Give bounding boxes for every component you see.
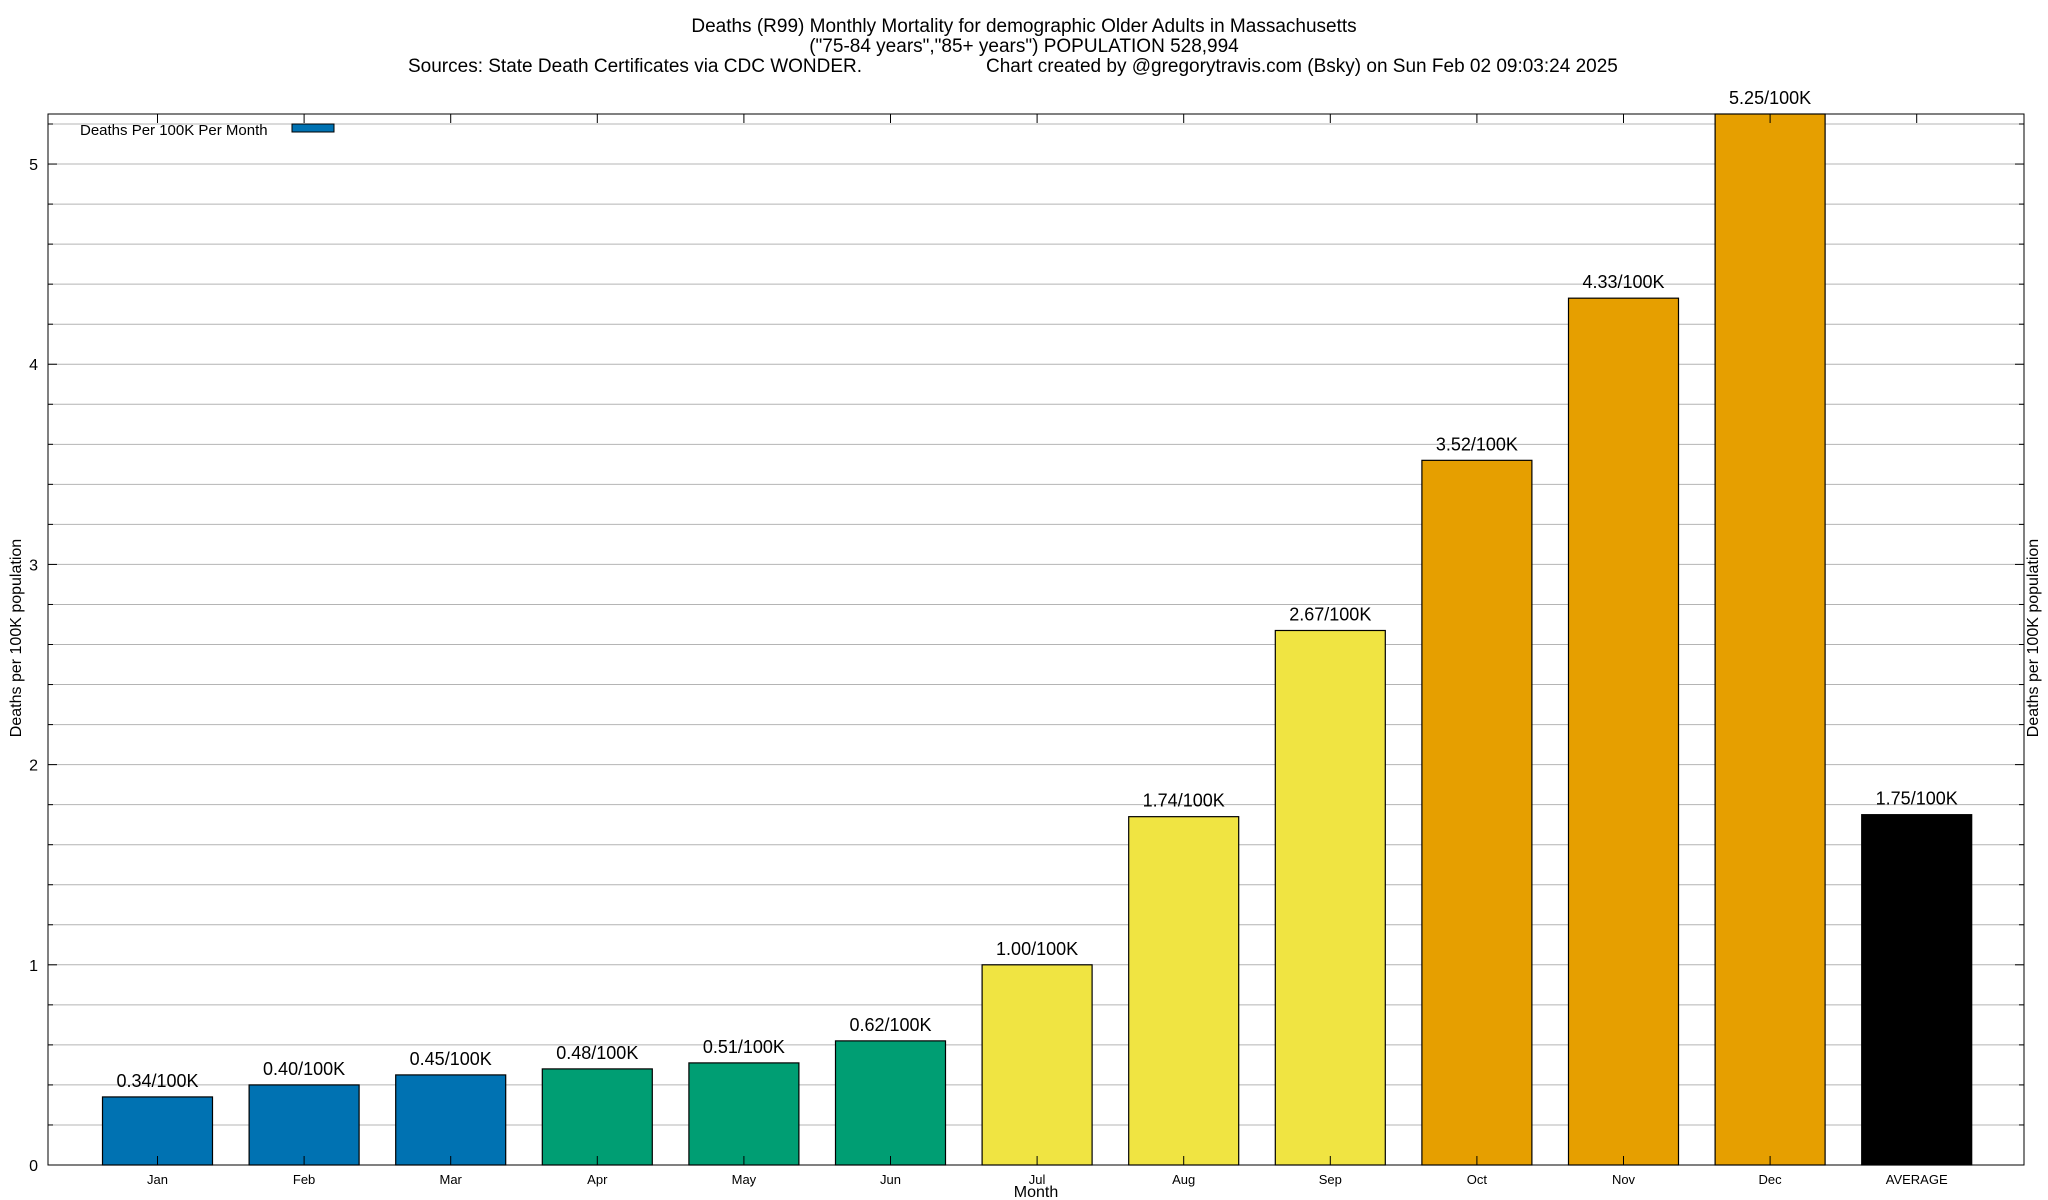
x-tick-label-sep: Sep <box>1319 1172 1342 1187</box>
x-tick-label-may: May <box>732 1172 757 1187</box>
bar-feb <box>248 1084 360 1166</box>
bar-label-jan: 0.34/100K <box>116 1071 198 1091</box>
legend: Deaths Per 100K Per Month <box>80 122 335 139</box>
bar-label-apr: 0.48/100K <box>556 1043 638 1063</box>
gridlines <box>48 123 2024 1126</box>
x-tick-label-jun: Jun <box>880 1172 901 1187</box>
x-tick-label-oct: Oct <box>1467 1172 1488 1187</box>
bar-label-mar: 0.45/100K <box>410 1049 492 1069</box>
chart-title-line-2: ("75-84 years","85+ years") POPULATION 5… <box>809 36 1239 57</box>
bar-jul <box>981 964 1093 1166</box>
bar-label-jul: 1.00/100K <box>996 939 1078 959</box>
x-tick-label-dec: Dec <box>1759 1172 1783 1187</box>
x-tick-label-jul: Jul <box>1029 1172 1046 1187</box>
x-tick-label-nov: Nov <box>1612 1172 1636 1187</box>
x-tick-label-average: AVERAGE <box>1886 1172 1948 1187</box>
bar-sep <box>1274 629 1386 1166</box>
y2-axis-title: Deaths per 100K population <box>2025 539 2042 737</box>
legend-label: Deaths Per 100K Per Month <box>80 122 268 139</box>
x-tick-label-jan: Jan <box>147 1172 168 1187</box>
y-tick-label: 3 <box>29 557 38 574</box>
bar-jun <box>834 1040 947 1166</box>
bar-jan <box>101 1096 214 1166</box>
y-tick-label: 1 <box>29 958 38 975</box>
bar-apr <box>541 1068 653 1166</box>
x-tick-label-aug: Aug <box>1172 1172 1195 1187</box>
axis-ticks <box>48 114 2024 1165</box>
bar-aug <box>1128 816 1240 1166</box>
bar-label-aug: 1.74/100K <box>1143 791 1225 811</box>
chart-title-block: Deaths (R99) Monthly Mortality for demog… <box>408 16 1618 77</box>
x-tick-label-feb: Feb <box>293 1172 315 1187</box>
bar-label-jun: 0.62/100K <box>849 1015 931 1035</box>
chart-credit-text: Chart created by @gregorytravis.com (Bsk… <box>986 56 1618 77</box>
bar-label-average: 1.75/100K <box>1876 789 1958 809</box>
chart-title-line-1: Deaths (R99) Monthly Mortality for demog… <box>691 16 1356 37</box>
bar-nov <box>1567 297 1680 1166</box>
y-tick-labels: 0 1 2 3 4 5 <box>29 157 38 1175</box>
bars-group <box>101 113 1973 1166</box>
y-axis-title: Deaths per 100K population <box>8 539 25 737</box>
x-axis-title: Month <box>1014 1184 1058 1200</box>
bar-label-may: 0.51/100K <box>703 1037 785 1057</box>
bar-oct <box>1421 459 1533 1166</box>
bar-value-labels: 0.34/100K 0.40/100K 0.45/100K 0.48/100K 0.51… <box>116 88 1957 1091</box>
x-tick-labels: Jan Feb Mar Apr May Jun Jul Aug Sep Oct Nov Dec AVER… <box>147 1172 1948 1187</box>
bar-label-nov: 4.33/100K <box>1582 272 1664 292</box>
x-tick-label-apr: Apr <box>587 1172 608 1187</box>
y-tick-label: 4 <box>29 357 38 374</box>
bar-dec <box>1714 113 1826 1166</box>
bar-may <box>688 1062 800 1166</box>
bar-average <box>1861 814 1973 1166</box>
y-tick-label: 0 <box>29 1158 38 1175</box>
x-tick-label-mar: Mar <box>440 1172 463 1187</box>
bar-label-sep: 2.67/100K <box>1289 604 1371 624</box>
bar-mar <box>395 1074 507 1166</box>
y-tick-label: 2 <box>29 758 38 775</box>
legend-swatch <box>291 123 335 133</box>
bar-label-dec: 5.25/100K <box>1729 88 1811 108</box>
plot-frame <box>47 113 2025 1166</box>
chart-source-text: Sources: State Death Certificates via CD… <box>408 56 862 77</box>
bar-label-oct: 3.52/100K <box>1436 434 1518 454</box>
bar-label-feb: 0.40/100K <box>263 1059 345 1079</box>
y-tick-label: 5 <box>29 157 38 174</box>
